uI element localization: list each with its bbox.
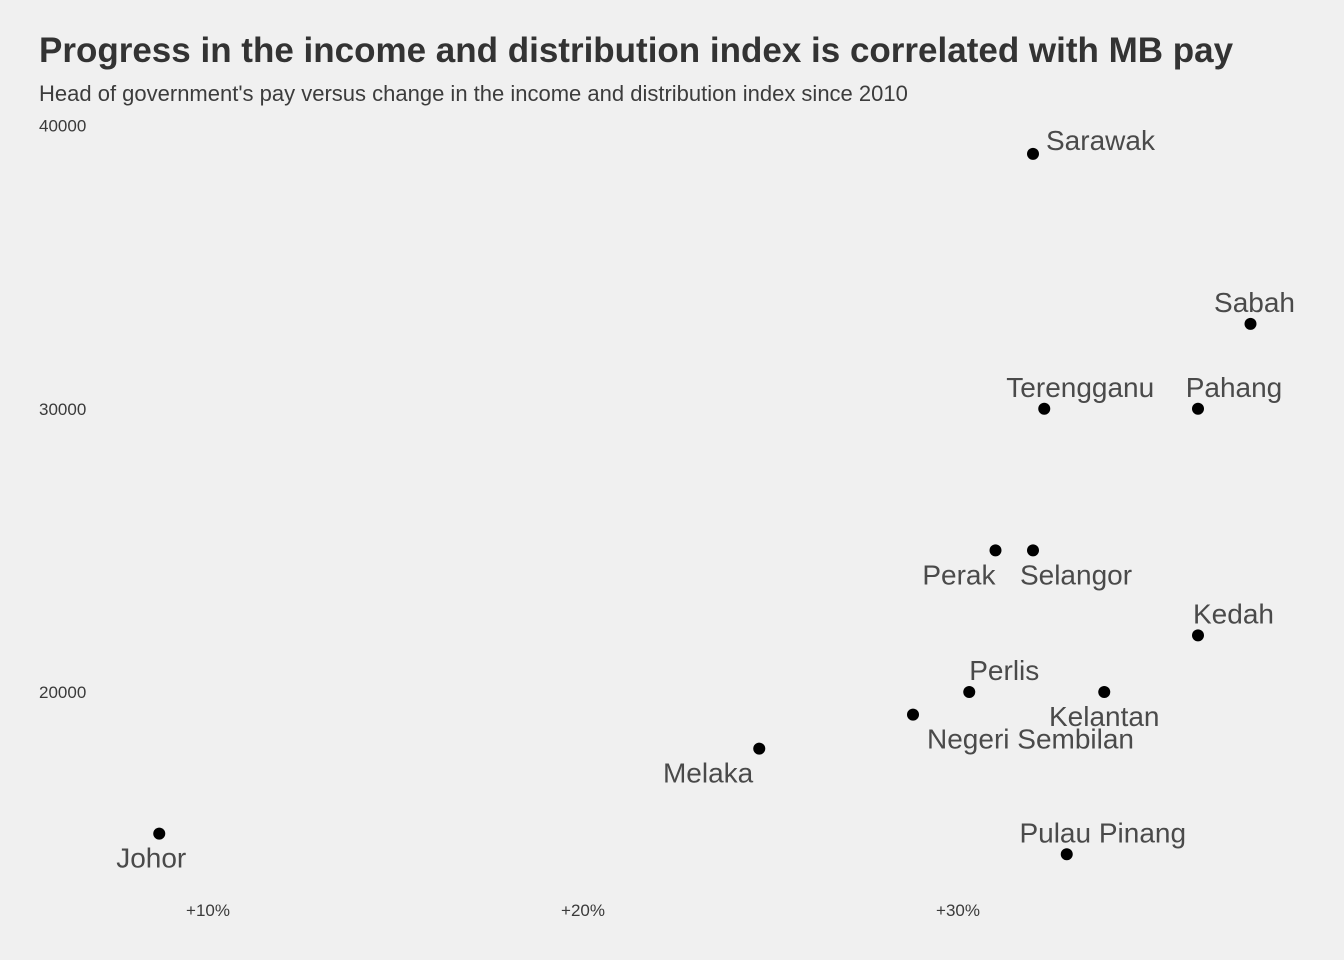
y-axis: 20000 30000 40000 (39, 117, 86, 702)
x-tick-label: +20% (561, 901, 605, 920)
point-label: Perak (922, 559, 996, 590)
data-points (153, 147, 1257, 861)
x-axis: +10% +20% +30% (186, 901, 980, 920)
point-label: Kedah (1193, 598, 1274, 629)
point-label: Kelantan (1049, 701, 1160, 732)
data-point[interactable] (1192, 402, 1204, 415)
data-point[interactable] (1244, 317, 1257, 330)
point-label: Johor (116, 843, 186, 874)
chart-subtitle: Head of government's pay versus change i… (39, 81, 908, 106)
y-tick-label: 30000 (39, 400, 86, 419)
data-point[interactable] (907, 708, 919, 721)
point-label: Sarawak (1046, 125, 1156, 156)
data-point[interactable] (989, 544, 1002, 557)
data-point[interactable] (1060, 848, 1073, 861)
point-label: Melaka (663, 758, 754, 789)
x-tick-label: +10% (186, 901, 230, 920)
point-label: Terengganu (1006, 372, 1154, 403)
x-tick-label: +30% (936, 901, 980, 920)
data-point[interactable] (1098, 686, 1111, 698)
chart-title: Progress in the income and distribution … (39, 31, 1234, 70)
data-point[interactable] (753, 742, 766, 755)
data-point[interactable] (963, 686, 976, 698)
point-label: Perlis (969, 655, 1039, 686)
point-label: Sabah (1214, 287, 1295, 318)
point-label: Negeri Sembilan (927, 724, 1134, 755)
data-point[interactable] (153, 827, 166, 840)
data-point[interactable] (1192, 629, 1204, 642)
point-label: Pahang (1186, 372, 1283, 403)
data-point[interactable] (1027, 147, 1039, 160)
y-tick-label: 20000 (39, 683, 86, 702)
data-point[interactable] (1038, 402, 1051, 415)
point-label: Pulau Pinang (1019, 817, 1186, 848)
point-label: Selangor (1020, 559, 1132, 590)
y-tick-label: 40000 (39, 117, 86, 136)
point-labels: Sarawak Sabah Terengganu Pahang Perak Selango… (116, 125, 1295, 874)
data-point[interactable] (1027, 544, 1039, 557)
